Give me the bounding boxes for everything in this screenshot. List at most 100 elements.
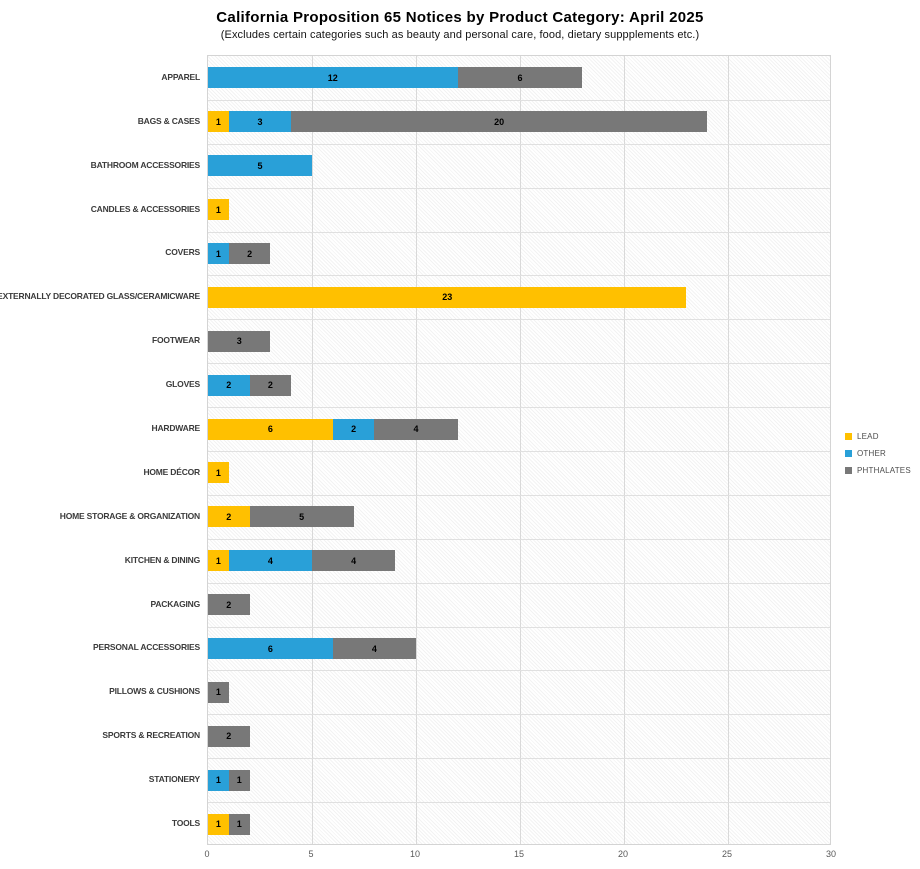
bar-value-label: 1 [215,204,221,215]
category-label: HOME DÉCOR [143,466,200,477]
bar-segment-lead: 6 [208,418,333,440]
bar-segment-lead: 1 [208,462,229,484]
gridline-horizontal [208,231,830,233]
gridline-horizontal [208,802,830,804]
legend-item-lead: LEAD [845,432,911,441]
gridline-horizontal [208,143,830,145]
gridline-horizontal [208,494,830,496]
bar-value-label: 3 [257,116,263,127]
category-label: CANDLES & ACCESSORIES [90,203,201,214]
bar-segment-phthalates: 2 [228,243,271,264]
bar-segment-other: 2 [332,418,375,440]
gridline-horizontal [208,275,830,277]
category-label: TOOLS [171,818,200,829]
gridline-horizontal [208,187,830,189]
gridline-horizontal [208,758,830,760]
bar-value-label: 2 [267,380,273,391]
bar-segment-other: 12 [208,67,458,89]
bar-segment-other: 6 [208,638,333,659]
bar-segment-phthalates: 1 [228,813,250,835]
category-label: GLOVES [165,379,200,390]
bar-segment-other: 2 [208,374,250,396]
gridline-horizontal [208,363,830,365]
gridline-horizontal [208,99,830,101]
bar-value-label: 1 [215,687,221,698]
legend: LEAD OTHER PHTHALATES [845,432,911,475]
bar-segment-phthalates: 1 [228,769,250,791]
legend-label: PHTHALATES [857,466,911,475]
bar-segment-lead: 23 [208,286,687,308]
gridline-vertical [520,56,521,844]
bar-value-label: 23 [442,292,453,303]
gridline-horizontal [208,538,830,540]
bar-segment-phthalates: 4 [312,550,396,572]
category-label: PILLOWS & CUSHIONS [109,686,200,697]
gridline-horizontal [208,670,830,672]
bar-segment-other: 3 [228,111,292,133]
legend-label: LEAD [857,432,879,441]
bar-value-label: 5 [299,511,305,522]
x-tick-label: 20 [617,849,628,859]
legend-swatch-icon [845,467,852,474]
bar-value-label: 6 [267,424,273,435]
gridline-horizontal [208,626,830,628]
gridline-horizontal [208,451,830,452]
category-label: EXTERNALLY DECORATED GLASS/CERAMICWARE [0,291,200,302]
bar-value-label: 4 [351,555,357,566]
category-label: KITCHEN & DINING [124,554,200,565]
category-label: FOOTWEAR [152,335,200,346]
category-label: PERSONAL ACCESSORIES [93,642,200,653]
bar-value-label: 1 [215,775,221,786]
bar-segment-phthalates: 2 [208,594,250,616]
category-label: STATIONERY [148,774,200,785]
gridline-vertical [416,56,417,844]
bar-value-label: 6 [267,643,273,654]
bar-value-label: 6 [517,72,523,83]
bar-segment-other: 1 [208,243,229,264]
category-label: PACKAGING [150,598,200,609]
legend-item-phthalates: PHTHALATES [845,466,911,475]
bar-value-label: 1 [236,775,242,786]
x-tick-label: 25 [721,849,732,859]
bar-value-label: 4 [413,424,419,435]
bar-segment-phthalates: 4 [374,418,458,440]
bar-value-label: 1 [215,248,221,259]
bar-value-label: 1 [215,116,221,127]
bar-segment-lead: 1 [208,199,229,221]
bar-value-label: 5 [257,160,263,171]
bar-segment-other: 5 [208,155,312,177]
bar-segment-lead: 1 [208,111,229,133]
bar-segment-phthalates: 2 [208,725,250,747]
bar-value-label: 2 [226,731,232,742]
category-label: BATHROOM ACCESSORIES [90,159,201,170]
gridline-horizontal [208,714,830,716]
bar-value-label: 1 [215,819,221,830]
bar-value-label: 2 [351,424,357,435]
bar-value-label: 12 [327,72,338,83]
gridline-vertical [312,56,313,844]
bar-value-label: 2 [226,511,232,522]
x-tick-label: 30 [825,849,836,859]
bar-value-label: 1 [236,819,242,830]
bar-value-label: 1 [215,467,221,478]
legend-label: OTHER [857,449,886,458]
bar-value-label: 4 [371,643,377,654]
bar-value-label: 2 [226,599,232,610]
gridline-horizontal [208,582,830,584]
bar-value-label: 2 [226,380,232,391]
bar-value-label: 20 [494,116,505,127]
bar-segment-lead: 1 [208,813,229,835]
category-label: APPAREL [161,71,200,82]
bar-value-label: 2 [247,248,253,259]
gridline-horizontal [208,407,830,409]
plot-area: 12 6 1 3 20 5 1 1 2 23 3 2 2 6 2 4 1 2 5 1 4 4 2 6 4 1 2 1 1 1 1 [207,55,831,845]
bar-segment-other: 4 [228,550,312,572]
legend-swatch-icon [845,433,852,440]
category-label: COVERS [165,247,200,258]
bar-segment-phthalates: 4 [332,638,416,659]
bar-segment-phthalates: 20 [291,111,708,133]
bar-segment-phthalates: 3 [208,330,271,352]
x-tick-label: 15 [513,849,524,859]
bar-value-label: 4 [267,555,273,566]
